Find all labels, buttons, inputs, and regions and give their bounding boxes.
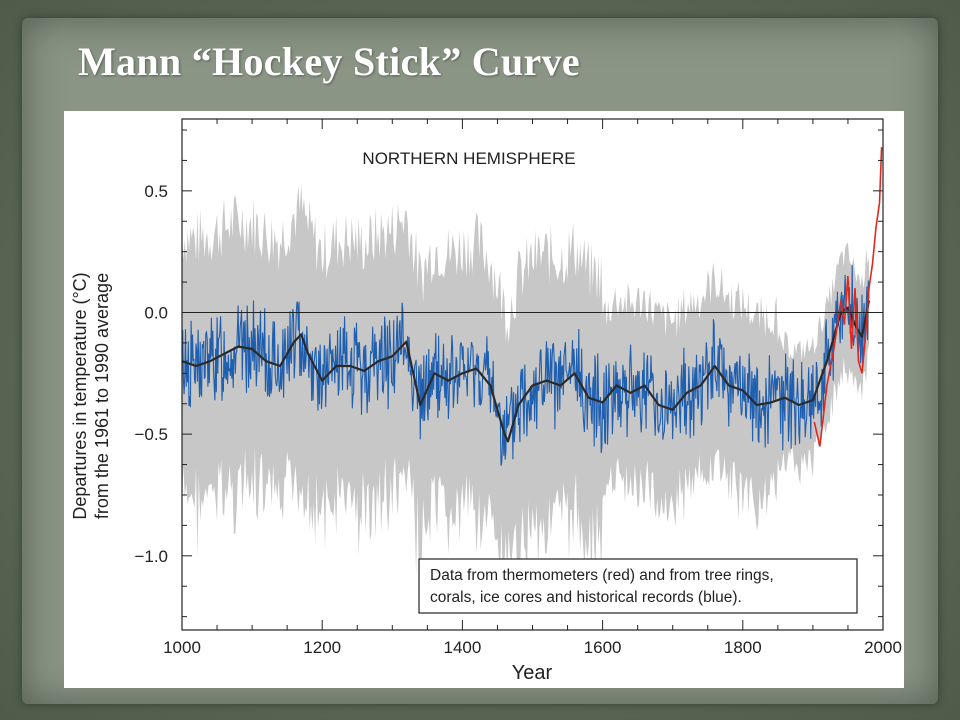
x-tick-label: 1400	[443, 638, 481, 657]
legend-box: Data from thermometers (red) and from tr…	[418, 558, 858, 614]
smoothed-series-group	[182, 300, 871, 443]
thermometer-series-line	[813, 147, 883, 447]
legend-frame	[418, 558, 858, 614]
y-axis-label-line2: from the 1961 to 1990 average	[92, 273, 112, 519]
y-axis-label-line1: Departures in temperature (°C)	[70, 272, 90, 519]
thermometer-series-group	[813, 147, 883, 447]
x-tick-label: 1200	[303, 638, 341, 657]
legend-line-2: corals, ice cores and historical records…	[430, 589, 742, 606]
proxy-series-line	[182, 265, 870, 466]
x-tick-label: 2000	[864, 638, 902, 657]
y-tick-label: 0.5	[144, 182, 168, 201]
legend-line-1: Data from thermometers (red) and from tr…	[430, 567, 774, 584]
y-tick-label: 0.0	[144, 304, 168, 323]
slide-title: Mann “Hockey Stick” Curve	[78, 39, 580, 84]
y-tick-label: −0.5	[134, 425, 168, 444]
x-axis-ticks: 1000 1200 1400 1600 1800 2000	[163, 119, 902, 657]
x-tick-label: 1600	[584, 638, 622, 657]
smoothed-series-line	[182, 300, 871, 443]
x-axis-label: Year	[512, 662, 553, 684]
temperature-chart: 1000 1200 1400 1600 1800 2000 0.50.0−0.5−1.0 …	[70, 118, 902, 684]
y-axis-ticks: 0.5 0.0 −0.5 −1.0	[134, 129, 883, 618]
x-tick-label: 1000	[163, 638, 201, 657]
chart-panel: 1000 1200 1400 1600 1800 2000 0.5 0.0 −0.5 −1.0 …	[64, 111, 904, 688]
x-tick-label: 1800	[724, 638, 762, 657]
chart-title: NORTHERN HEMISPHERE	[362, 149, 575, 168]
proxy-series-group	[182, 265, 870, 466]
y-tick-label: −1.0	[134, 547, 168, 566]
